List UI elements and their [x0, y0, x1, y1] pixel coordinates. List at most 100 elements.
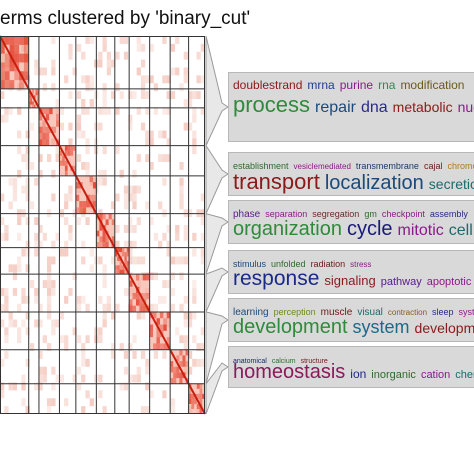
cluster-cell: [194, 398, 197, 404]
heatmap-cell: [12, 185, 18, 194]
heatmap-cell: [123, 36, 129, 44]
heatmap-cell: [25, 406, 30, 414]
cluster-cell: [33, 95, 36, 99]
heatmap-cell: [34, 217, 39, 225]
heatmap-cell: [76, 335, 82, 344]
heatmap-cell: [42, 280, 47, 288]
heatmap-cell: [59, 248, 65, 257]
heatmap-cell: [200, 343, 205, 351]
heatmap-cell: [192, 91, 197, 99]
cluster-cell: [121, 252, 125, 257]
heatmap-cell: [136, 36, 141, 44]
cluster-connector: [205, 143, 229, 214]
heatmap-cell: [59, 106, 65, 115]
word-cloud-word: secretion: [428, 176, 474, 192]
heatmap-cell: [46, 343, 52, 351]
word-cloud-panel: stimulus unfolded radiation stress response s…: [228, 250, 474, 294]
heatmap-cell: [140, 91, 146, 99]
word-cloud-word: modification: [400, 78, 465, 92]
word-cloud-word: transmembrane: [355, 161, 419, 171]
heatmap-cell: [34, 319, 39, 328]
heatmap-cell: [12, 382, 18, 391]
heatmap-cell: [102, 264, 107, 273]
cluster-cell: [156, 343, 160, 350]
heatmap-cell: [12, 177, 18, 186]
cluster-cell: [62, 155, 65, 161]
word-cloud-word: rna: [378, 78, 396, 92]
heatmap-cell: [85, 36, 90, 44]
heatmap-cell: [149, 162, 154, 170]
heatmap-cell: [34, 382, 39, 391]
heatmap-cell: [166, 248, 171, 257]
heatmap-cell: [149, 138, 154, 147]
heatmap-cell: [76, 130, 82, 139]
word-cloud-line: stimulus unfolded radiation stress: [233, 254, 376, 272]
heatmap-cell: [145, 91, 150, 99]
heatmap-cell: [46, 280, 52, 288]
heatmap-cell: [38, 169, 43, 178]
heatmap-cell: [12, 264, 18, 273]
heatmap-cell: [81, 106, 86, 115]
word-cloud-word: segregation: [312, 209, 360, 219]
word-cloud-word: vesiclemediated: [293, 162, 351, 171]
heatmap-cell: [76, 217, 82, 225]
heatmap-cell: [158, 240, 163, 249]
heatmap-cell: [46, 311, 52, 320]
cluster-cell: [96, 242, 100, 248]
heatmap-cell: [102, 311, 107, 320]
heatmap-cell: [179, 256, 184, 265]
cluster-cell: [64, 165, 68, 171]
cluster-cell: [196, 383, 200, 389]
heatmap-cell: [119, 343, 124, 351]
heatmap-cell: [200, 106, 205, 115]
heatmap-cell: [153, 83, 159, 92]
heatmap-cell: [21, 295, 26, 304]
cluster-cell: [166, 311, 171, 319]
heatmap-cell: [183, 232, 188, 241]
heatmap-cell: [51, 280, 56, 288]
heatmap-cell: [111, 351, 116, 359]
heatmap-cell: [64, 201, 69, 210]
heatmap-cell: [102, 272, 107, 281]
cluster-cell: [37, 98, 39, 102]
heatmap-cell: [132, 374, 137, 383]
heatmap-cell: [89, 398, 94, 407]
heatmap-cell: [123, 225, 129, 233]
heatmap-cell: [128, 217, 133, 225]
cluster-cell: [163, 318, 167, 325]
heatmap-cell: [132, 351, 137, 359]
heatmap-cell: [179, 83, 184, 92]
word-cloud-line: anatomical calcium structure: [233, 350, 333, 368]
heatmap-cell: [162, 280, 167, 288]
heatmap-cell: [29, 201, 35, 210]
cluster-cell: [102, 230, 106, 237]
heatmap-cell: [145, 106, 150, 115]
heatmap-cell: [115, 146, 120, 155]
word-cloud-word: mrna: [307, 78, 335, 92]
heatmap-cell: [115, 193, 120, 202]
heatmap-cell: [98, 122, 103, 131]
cluster-cell: [64, 145, 68, 151]
cluster-cell: [119, 247, 122, 253]
heatmap-cell: [170, 272, 176, 281]
heatmap-cell: [76, 122, 82, 131]
heatmap-cell: [68, 185, 73, 194]
heatmap-cell: [162, 390, 167, 399]
heatmap-cell: [106, 51, 112, 60]
heatmap-cell: [128, 256, 133, 265]
heatmap-cell: [34, 240, 39, 249]
cluster-cell: [163, 343, 167, 350]
cluster-cell: [56, 114, 60, 121]
heatmap-cell: [25, 177, 30, 186]
heatmap-cell: [140, 59, 146, 68]
cluster-cell: [45, 139, 50, 146]
cluster-cell: [32, 88, 34, 93]
cluster-cell: [4, 62, 10, 72]
cluster-cell: [4, 53, 10, 63]
heatmap-cell: [51, 36, 56, 44]
heatmap-cell: [25, 154, 30, 162]
heatmap-cell: [192, 114, 197, 123]
cluster-cell: [38, 126, 43, 134]
heatmap-cell: [170, 303, 176, 312]
cluster-cell: [124, 269, 127, 275]
